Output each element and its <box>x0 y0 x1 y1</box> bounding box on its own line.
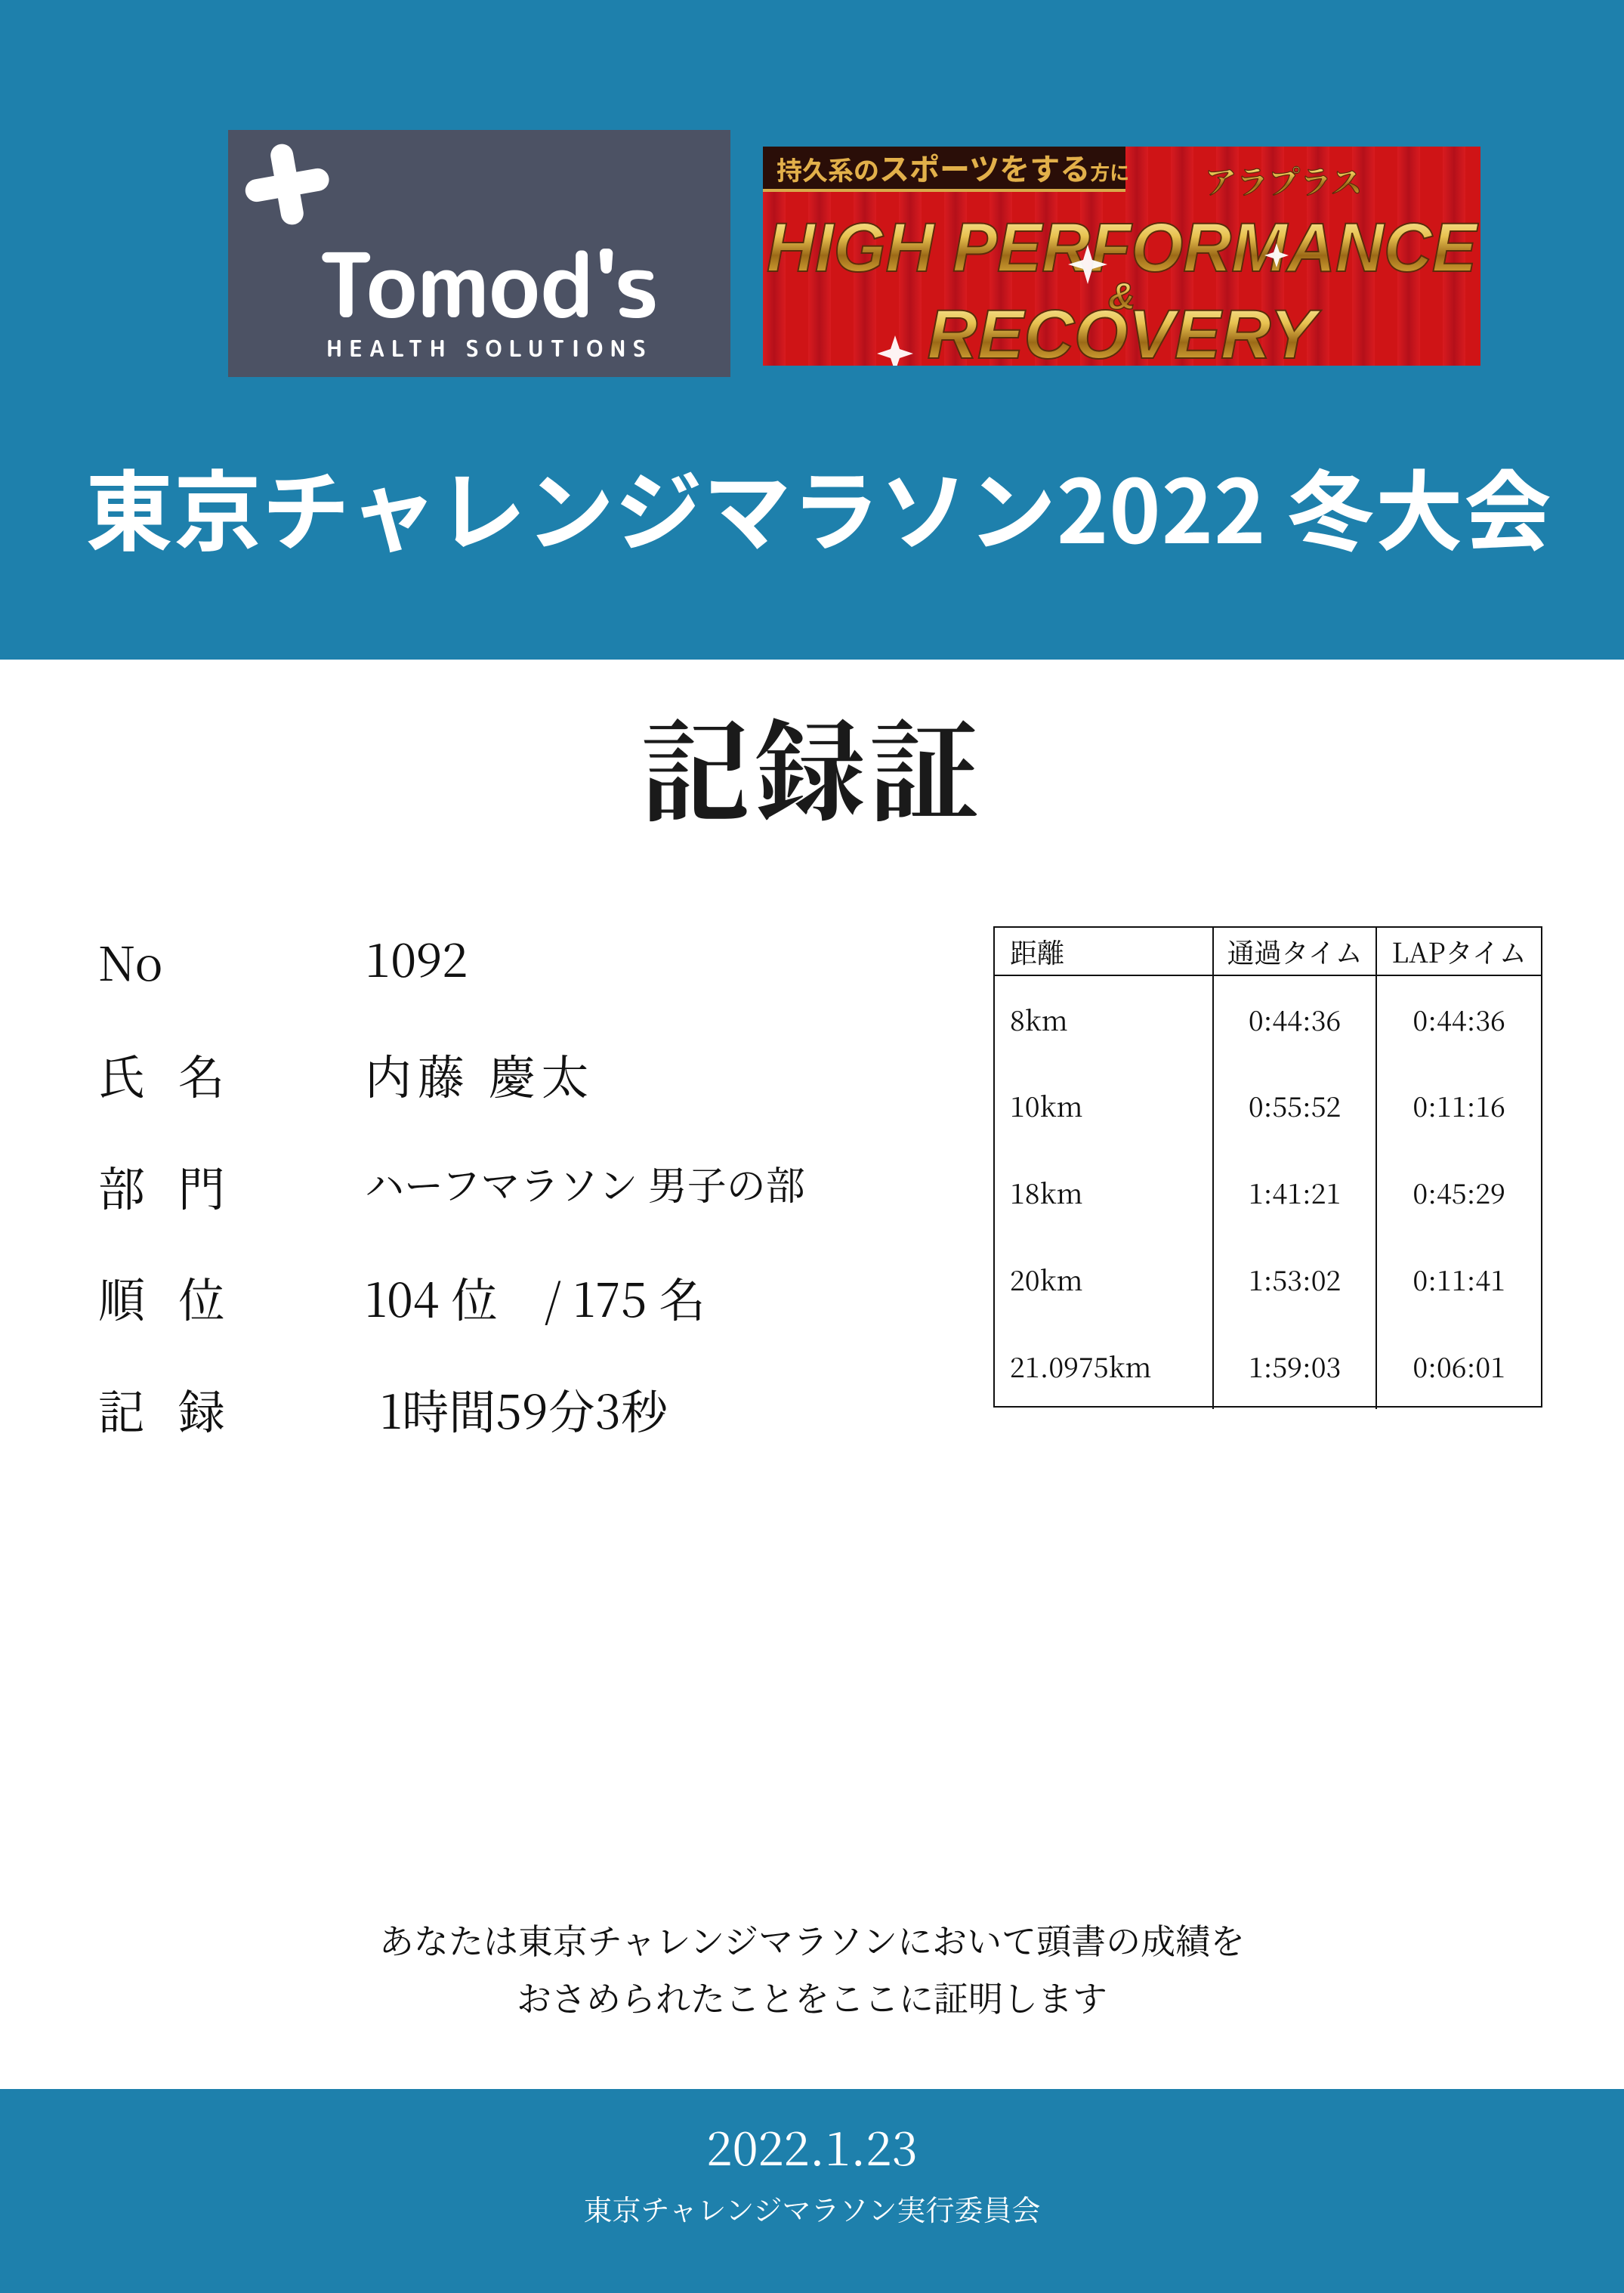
svg-text:RECOVERY: RECOVERY <box>928 296 1322 366</box>
svg-text:Tomod's: Tomod's <box>317 221 659 346</box>
svg-text:アラプラス: アラプラス <box>1205 158 1363 203</box>
svg-text:HEALTH SOLUTIONS: HEALTH SOLUTIONS <box>326 332 653 364</box>
svg-text:持久系のスポーツをする方に: 持久系のスポーツをする方に <box>776 147 1129 189</box>
